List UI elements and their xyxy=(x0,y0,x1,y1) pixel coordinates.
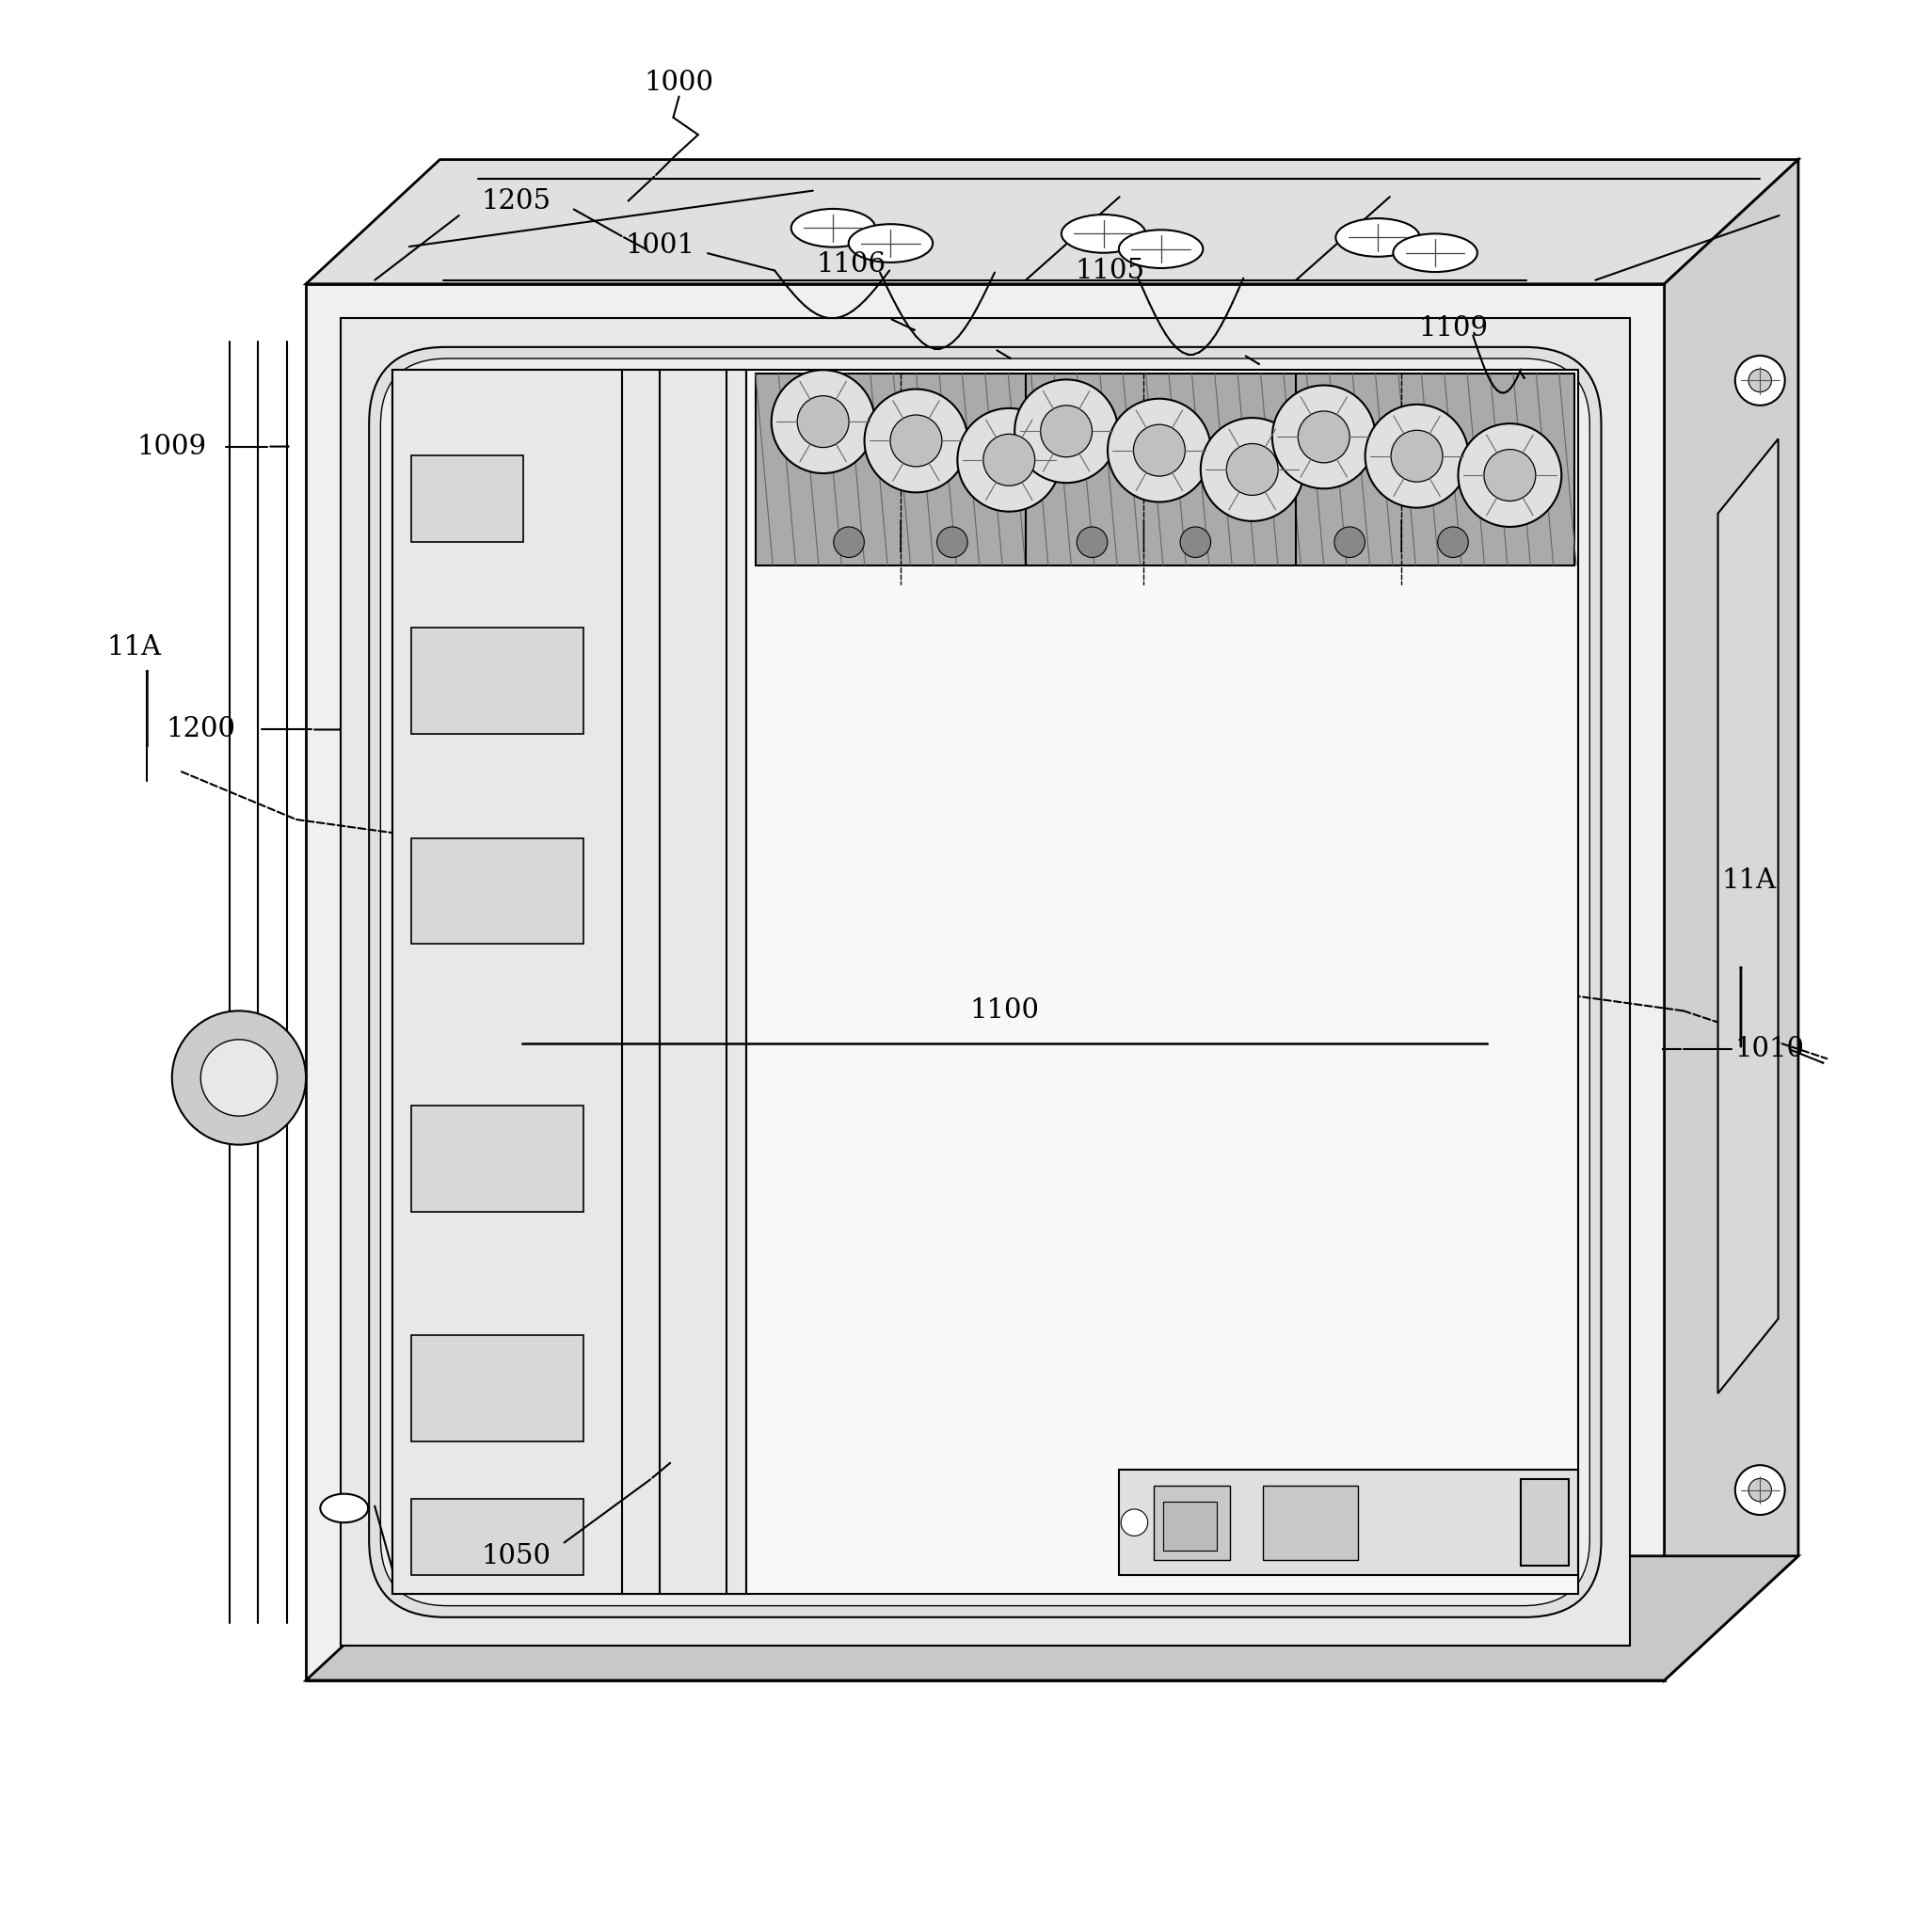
Polygon shape xyxy=(1153,1485,1231,1560)
Polygon shape xyxy=(755,374,1575,564)
Polygon shape xyxy=(305,160,1799,283)
Polygon shape xyxy=(412,1106,583,1211)
Circle shape xyxy=(864,389,968,493)
Polygon shape xyxy=(305,1556,1799,1679)
Circle shape xyxy=(1735,356,1785,404)
Text: 1009: 1009 xyxy=(137,433,207,460)
Text: 1200: 1200 xyxy=(166,716,236,743)
FancyBboxPatch shape xyxy=(369,347,1602,1618)
Text: 1000: 1000 xyxy=(643,69,713,96)
Circle shape xyxy=(1180,528,1211,557)
Circle shape xyxy=(1437,528,1468,557)
Circle shape xyxy=(1366,404,1468,508)
Circle shape xyxy=(891,414,943,466)
Circle shape xyxy=(833,528,864,557)
Circle shape xyxy=(1298,410,1350,462)
Circle shape xyxy=(1459,424,1561,528)
Ellipse shape xyxy=(792,208,875,247)
Text: 1050: 1050 xyxy=(481,1543,551,1570)
Circle shape xyxy=(1748,370,1772,393)
Text: 1105: 1105 xyxy=(1074,258,1144,283)
Circle shape xyxy=(1200,418,1304,522)
Text: 1010: 1010 xyxy=(1735,1036,1804,1063)
Polygon shape xyxy=(1262,1485,1358,1560)
Text: 1109: 1109 xyxy=(1418,314,1490,341)
Polygon shape xyxy=(340,318,1631,1647)
Circle shape xyxy=(172,1011,305,1144)
Polygon shape xyxy=(1520,1479,1569,1566)
Polygon shape xyxy=(412,628,583,734)
Circle shape xyxy=(1227,443,1279,495)
Polygon shape xyxy=(412,455,524,541)
Text: 1106: 1106 xyxy=(817,252,887,277)
Circle shape xyxy=(1391,429,1443,482)
Circle shape xyxy=(983,433,1036,485)
Circle shape xyxy=(1014,379,1119,483)
Circle shape xyxy=(771,370,875,474)
Polygon shape xyxy=(392,370,746,1595)
FancyBboxPatch shape xyxy=(381,358,1590,1606)
Polygon shape xyxy=(305,283,1663,1679)
Circle shape xyxy=(1121,1510,1148,1535)
Circle shape xyxy=(1134,424,1184,476)
Polygon shape xyxy=(1119,1470,1578,1575)
Circle shape xyxy=(1484,449,1536,501)
Text: 11A: 11A xyxy=(1721,867,1776,894)
Ellipse shape xyxy=(848,223,933,262)
Circle shape xyxy=(1041,404,1092,456)
Circle shape xyxy=(201,1040,276,1115)
Ellipse shape xyxy=(1061,214,1146,252)
Text: 1205: 1205 xyxy=(481,189,551,216)
Polygon shape xyxy=(1663,160,1799,1679)
Circle shape xyxy=(1271,385,1376,489)
Ellipse shape xyxy=(321,1495,369,1523)
Circle shape xyxy=(937,528,968,557)
Ellipse shape xyxy=(1393,233,1478,272)
Text: 1001: 1001 xyxy=(626,233,696,258)
Polygon shape xyxy=(1163,1502,1217,1550)
Circle shape xyxy=(1107,399,1211,503)
Circle shape xyxy=(1335,528,1366,557)
Polygon shape xyxy=(412,838,583,944)
Circle shape xyxy=(958,408,1061,512)
Polygon shape xyxy=(412,1335,583,1441)
Text: 1100: 1100 xyxy=(970,998,1039,1025)
Ellipse shape xyxy=(1335,218,1420,256)
Ellipse shape xyxy=(1119,229,1204,268)
Polygon shape xyxy=(1718,439,1777,1392)
Circle shape xyxy=(798,397,848,447)
Text: 11A: 11A xyxy=(106,634,160,661)
Circle shape xyxy=(1748,1479,1772,1502)
Circle shape xyxy=(1076,528,1107,557)
Polygon shape xyxy=(412,1498,583,1575)
Circle shape xyxy=(1735,1466,1785,1516)
Polygon shape xyxy=(392,370,1578,1595)
